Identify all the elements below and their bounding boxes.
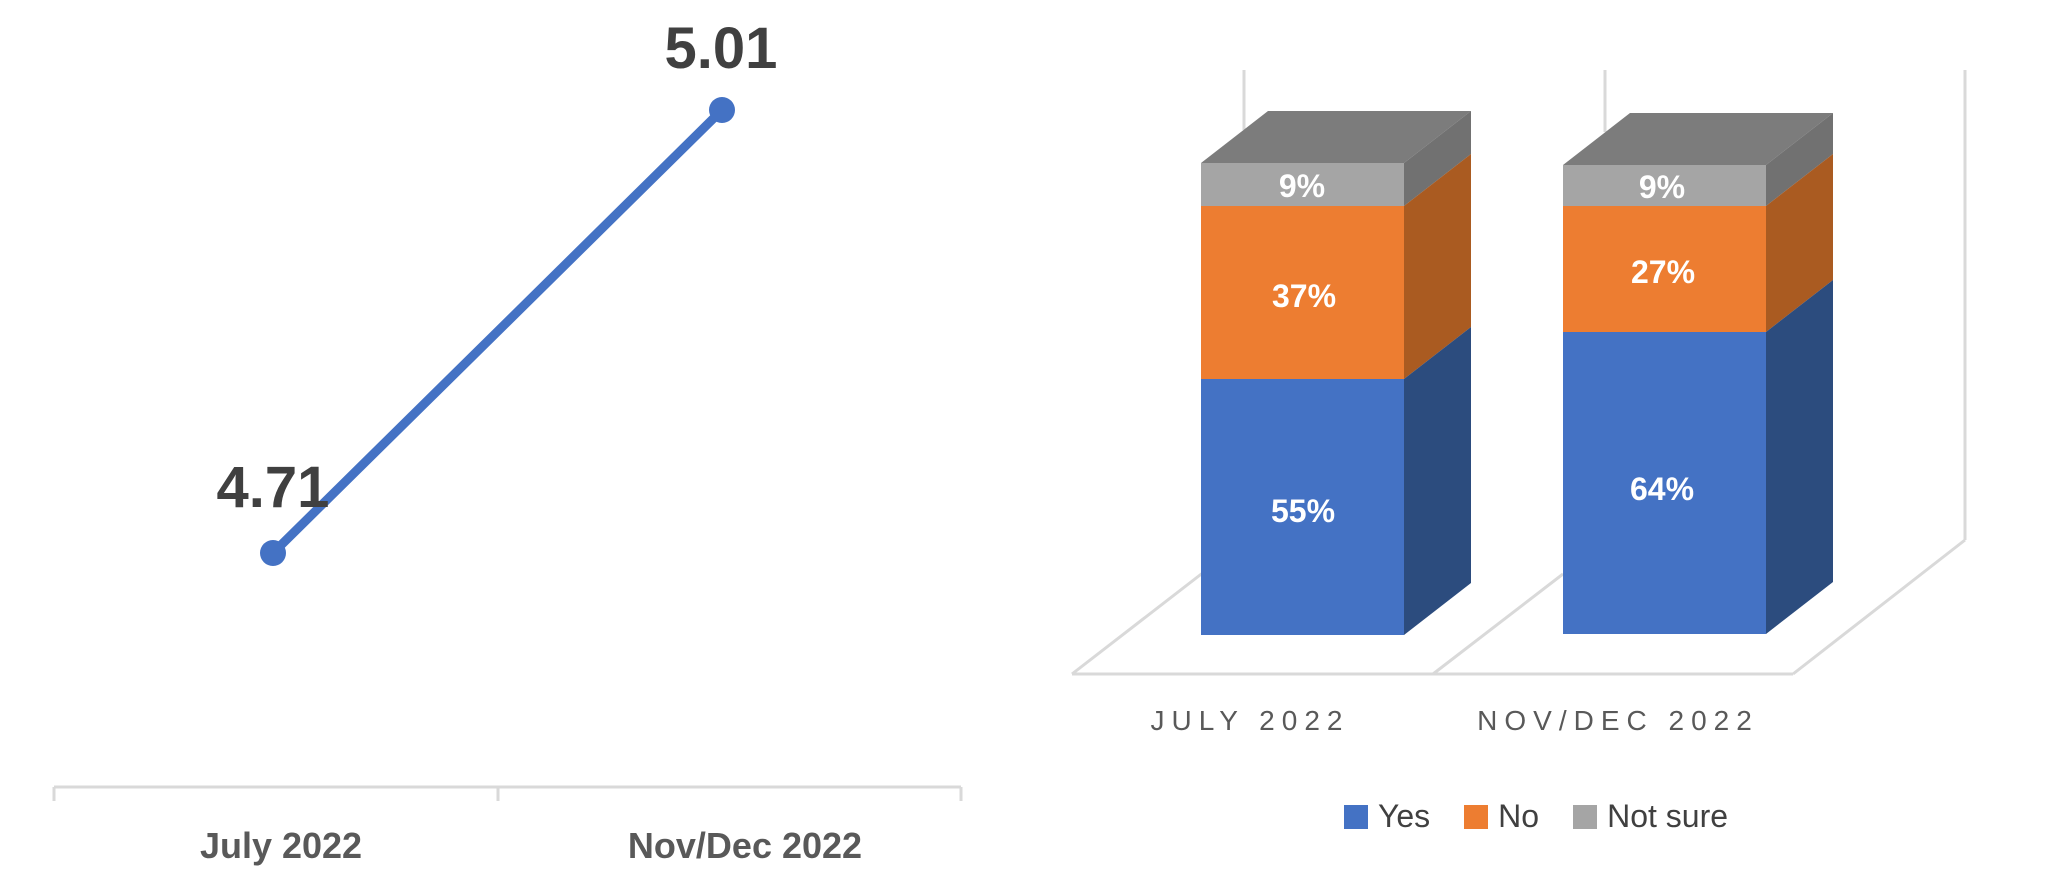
legend-item-no: No bbox=[1464, 798, 1539, 835]
line-series bbox=[268, 105, 727, 558]
bar2-not-sure-top bbox=[1563, 113, 1833, 165]
legend-label-no: No bbox=[1498, 798, 1540, 834]
bar2-no-front bbox=[1563, 206, 1766, 332]
bar2-yes-side bbox=[1766, 280, 1833, 634]
bar2-not-sure-label: 9% bbox=[1639, 169, 1685, 205]
legend-item-not-sure: Not sure bbox=[1573, 798, 1728, 835]
data-point-july-2022 bbox=[260, 540, 286, 566]
bar2-not-sure-side bbox=[1766, 113, 1833, 206]
bar-axis-label-july-2022: JULY 2022 bbox=[1151, 705, 1350, 736]
bar1-yes-front bbox=[1201, 379, 1404, 635]
bar-july-2022: 9% 37% 55% bbox=[1201, 111, 1471, 635]
legend-label-yes: Yes bbox=[1377, 798, 1431, 834]
stacked-bar-chart: 9% 37% 55% 9% 27% 64% bbox=[1071, 70, 1967, 736]
data-label-nov-dec-2022: 5.01 bbox=[665, 16, 778, 81]
bar1-not-sure-side bbox=[1404, 111, 1471, 206]
x-axis-label-nov-dec-2022: Nov/Dec 2022 bbox=[628, 825, 862, 866]
bar1-yes-side bbox=[1404, 327, 1471, 635]
bar-axis-label-nov-dec-2022: NOV/DEC 2022 bbox=[1477, 705, 1759, 736]
bar2-yes-label: 64% bbox=[1630, 471, 1694, 507]
line-chart-axis-ticks bbox=[52, 787, 963, 801]
data-label-july-2022: 4.71 bbox=[217, 455, 330, 520]
bar1-no-side bbox=[1404, 154, 1471, 379]
legend-swatch-no bbox=[1464, 804, 1489, 829]
bar1-not-sure-top bbox=[1201, 111, 1471, 163]
legend-label-not-sure: Not sure bbox=[1607, 798, 1729, 834]
bar1-no-front bbox=[1201, 206, 1404, 379]
x-axis-label-july-2022: July 2022 bbox=[200, 825, 362, 866]
data-point-nov-dec-2022 bbox=[709, 97, 735, 123]
bar2-yes-front bbox=[1563, 332, 1766, 634]
legend: Yes No Not sure bbox=[1024, 798, 2048, 835]
bar1-yes-label: 55% bbox=[1271, 493, 1335, 529]
bar2-not-sure-front bbox=[1563, 165, 1766, 206]
bar1-not-sure-front bbox=[1201, 163, 1404, 206]
bar2-no-side bbox=[1766, 154, 1833, 332]
bar-nov-dec-2022: 9% 27% 64% bbox=[1563, 113, 1833, 634]
legend-swatch-not-sure bbox=[1573, 804, 1598, 829]
legend-item-yes: Yes bbox=[1343, 798, 1431, 835]
floor-outline bbox=[1071, 538, 1966, 676]
legend-swatch-yes bbox=[1343, 804, 1368, 829]
line-chart: 4.71 5.01 July 2022 Nov/Dec 2022 bbox=[52, 16, 963, 866]
bar2-no-label: 27% bbox=[1631, 254, 1695, 290]
bar1-no-label: 37% bbox=[1272, 278, 1336, 314]
bar1-not-sure-label: 9% bbox=[1279, 168, 1325, 204]
